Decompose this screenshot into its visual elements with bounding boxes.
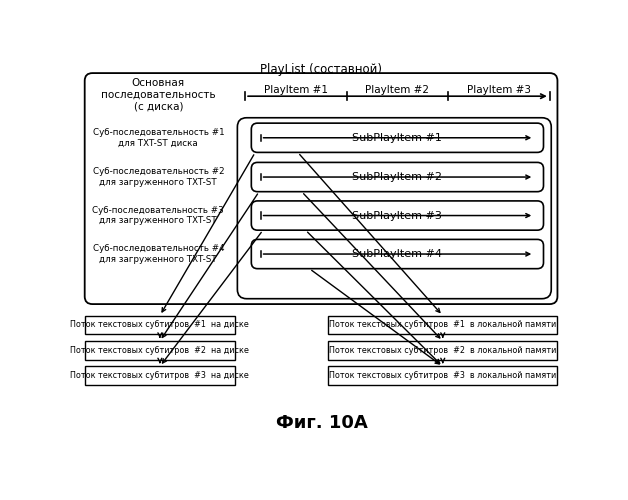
Text: Поток текстовых субтитров  #2  на диске: Поток текстовых субтитров #2 на диске xyxy=(70,346,249,355)
Bar xyxy=(85,341,235,359)
Bar xyxy=(328,316,558,334)
Text: SubPlayItem #1: SubPlayItem #1 xyxy=(352,133,442,143)
Text: Поток текстовых субтитров  #3  на диске: Поток текстовых субтитров #3 на диске xyxy=(70,371,249,380)
Text: Поток текстовых субтитров  #3  в локальной памяти: Поток текстовых субтитров #3 в локальной… xyxy=(329,371,556,380)
Text: Суб-последовательность #2
для загруженного TXT-ST: Суб-последовательность #2 для загруженно… xyxy=(92,168,224,186)
Bar xyxy=(328,341,558,359)
Bar xyxy=(328,366,558,385)
Text: Суб-последовательность #1
для TXT-ST диска: Суб-последовательность #1 для TXT-ST дис… xyxy=(92,128,224,148)
Text: PlayList (составной): PlayList (составной) xyxy=(260,62,382,76)
Text: Суб-последовательность #4
для загруженного TXT-ST: Суб-последовательность #4 для загруженно… xyxy=(92,244,224,264)
Text: PlayItem #3: PlayItem #3 xyxy=(467,85,531,95)
FancyBboxPatch shape xyxy=(251,201,543,230)
Text: Основная
последовательность
(с диска): Основная последовательность (с диска) xyxy=(101,78,215,112)
Text: Поток текстовых субтитров  #1  в локальной памяти: Поток текстовых субтитров #1 в локальной… xyxy=(329,320,556,330)
Text: SubPlayItem #3: SubPlayItem #3 xyxy=(352,210,442,220)
Text: Поток текстовых субтитров  #1  на диске: Поток текстовых субтитров #1 на диске xyxy=(70,320,249,330)
Bar xyxy=(85,316,235,334)
FancyBboxPatch shape xyxy=(251,162,543,192)
Text: SubPlayItem #2: SubPlayItem #2 xyxy=(352,172,442,182)
Text: Суб-последовательность #3
для загруженного TXT-ST: Суб-последовательность #3 для загруженно… xyxy=(92,206,224,225)
Text: Поток текстовых субтитров  #2  в локальной памяти: Поток текстовых субтитров #2 в локальной… xyxy=(329,346,556,355)
Text: PlayItem #1: PlayItem #1 xyxy=(264,85,328,95)
Text: SubPlayItem #4: SubPlayItem #4 xyxy=(352,249,442,259)
Text: Фиг. 10А: Фиг. 10А xyxy=(276,414,368,432)
FancyBboxPatch shape xyxy=(85,73,558,304)
FancyBboxPatch shape xyxy=(251,240,543,268)
Bar xyxy=(85,366,235,385)
FancyBboxPatch shape xyxy=(237,118,551,298)
FancyBboxPatch shape xyxy=(251,123,543,152)
Text: PlayItem #2: PlayItem #2 xyxy=(365,85,430,95)
